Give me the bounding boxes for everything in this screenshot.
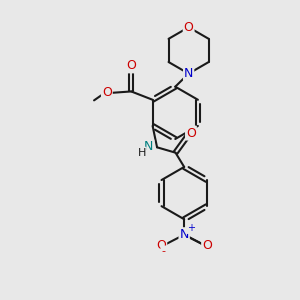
Text: O: O [156,239,166,252]
Text: N: N [179,228,189,241]
Text: O: O [184,21,194,34]
Text: O: O [186,127,196,140]
Text: N: N [144,140,153,153]
Text: H: H [137,148,146,158]
Text: O: O [102,86,112,99]
Text: N: N [184,67,193,80]
Text: O: O [126,59,136,72]
Text: +: + [187,223,195,233]
Text: -: - [161,246,165,256]
Text: O: O [202,239,212,252]
